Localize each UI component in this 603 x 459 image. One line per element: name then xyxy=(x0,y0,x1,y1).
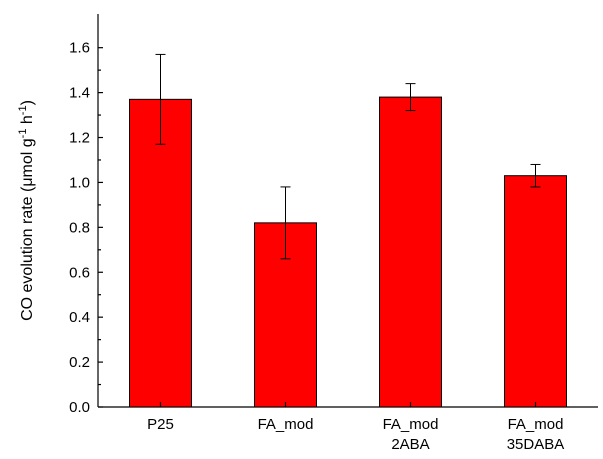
x-tick-label: FA_mod 2ABA xyxy=(383,416,439,453)
x-tick-label: P25 xyxy=(147,416,174,433)
bar xyxy=(504,175,567,408)
y-axis-label-superscript: -1 xyxy=(17,105,29,115)
y-axis-label-part: CO evolution rate ( xyxy=(19,186,36,321)
y-tick-label: 0.0 xyxy=(69,399,90,416)
error-bar xyxy=(155,53,166,145)
y-axis-label: CO evolution rate (μmol g-1 h-1) xyxy=(17,100,36,321)
error-bar xyxy=(405,83,416,112)
y-tick-label: 0.4 xyxy=(69,309,90,326)
x-tick-label: FA_mod 35DABA xyxy=(507,416,565,453)
y-tick-label: 1.4 xyxy=(69,85,90,102)
y-ticks: 0.0 0.2 0.4 0.6 0.8 1.0 1.2 1.4 1.6 xyxy=(69,40,103,416)
y-axis-label-superscript: -1 xyxy=(17,129,29,139)
x-tick-label-line: P25 xyxy=(147,416,174,433)
x-tick-label-line: FA_mod xyxy=(258,416,314,433)
y-axis-label-part: h xyxy=(19,115,36,128)
y-axis-label-part: ) xyxy=(19,100,36,105)
x-tick-labels: P25 FA_mod FA_mod 2ABA FA_mod 35DABA xyxy=(147,416,564,453)
bar xyxy=(129,98,192,408)
y-tick-label: 0.8 xyxy=(69,219,90,236)
bars xyxy=(129,96,567,408)
y-tick-label: 1.6 xyxy=(69,40,90,57)
y-tick-label: 0.2 xyxy=(69,354,90,371)
x-tick-label-line: FA_mod xyxy=(508,416,564,433)
error-bars xyxy=(155,53,541,260)
error-bar xyxy=(280,186,291,260)
y-axis-label-part: μ xyxy=(19,177,36,186)
x-tick-label-line: FA_mod xyxy=(383,416,439,433)
bar xyxy=(379,96,442,408)
x-tick-label-line: 2ABA xyxy=(391,436,429,453)
y-axis-label-part: mol g xyxy=(19,138,36,177)
x-tick-label: FA_mod xyxy=(258,416,314,433)
x-tick-label-line: 35DABA xyxy=(507,436,565,453)
error-bar xyxy=(530,163,541,188)
y-tick-label: 1.0 xyxy=(69,174,90,191)
y-tick-label: 0.6 xyxy=(69,264,90,281)
y-tick-label: 1.2 xyxy=(69,130,90,147)
